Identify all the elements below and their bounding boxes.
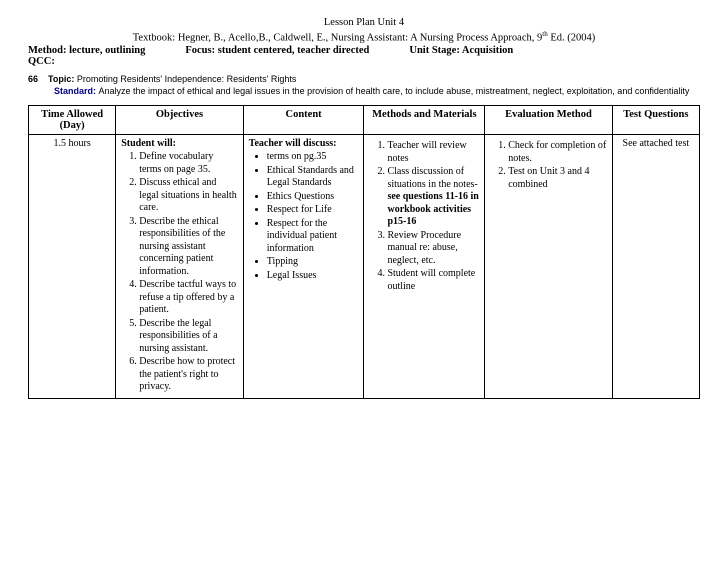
col-evaluation: Evaluation Method <box>485 106 612 135</box>
col-methods: Methods and Materials <box>364 106 485 135</box>
list-item: Describe tactful ways to refuse a tip of… <box>139 279 237 317</box>
textbook-line: Textbook: Hegner, B., Acello,B., Caldwel… <box>28 30 700 45</box>
list-item: Teacher will review notes <box>387 140 479 165</box>
col-content: Content <box>243 106 364 135</box>
col-time: Time Allowed (Day) <box>29 106 116 135</box>
qcc-label: QCC: <box>28 56 700 67</box>
list-item: Ethics Questions <box>267 191 359 204</box>
cell-methods: Teacher will review notesClass discussio… <box>364 135 485 399</box>
col-test: Test Questions <box>612 106 699 135</box>
focus-label: Focus: <box>185 45 215 56</box>
topic-text: Topic: Promoting Residents' Independence… <box>48 73 296 85</box>
topic-number: 66 <box>28 73 38 85</box>
list-item: Define vocabulary terms on page 35. <box>139 151 237 176</box>
list-item: Describe how to protect the patient's ri… <box>139 356 237 394</box>
stage-label: Unit Stage: <box>409 45 459 56</box>
topic-block: 66 Topic: Promoting Residents' Independe… <box>28 73 700 97</box>
table-row: 1.5 hours Student will: Define vocabular… <box>29 135 700 399</box>
cell-time: 1.5 hours <box>29 135 116 399</box>
method-label: Method <box>28 45 63 56</box>
cell-objectives: Student will: Define vocabulary terms on… <box>116 135 243 399</box>
list-item: Review Procedure manual re: abuse, negle… <box>387 230 479 268</box>
list-item: Test on Unit 3 and 4 combined <box>508 166 606 191</box>
list-item: Student will complete outline <box>387 268 479 293</box>
list-item: Respect for Life <box>267 204 359 217</box>
list-item: Describe the ethical responsibilities of… <box>139 216 237 279</box>
list-item: Tipping <box>267 256 359 269</box>
table-header-row: Time Allowed (Day) Objectives Content Me… <box>29 106 700 135</box>
list-item: Class discussion of situations in the no… <box>387 166 479 229</box>
document-header: Lesson Plan Unit 4 Textbook: Hegner, B.,… <box>28 16 700 45</box>
lesson-table: Time Allowed (Day) Objectives Content Me… <box>28 105 700 399</box>
list-item: Check for completion of notes. <box>508 140 606 165</box>
list-item: Ethical Standards and Legal Standards <box>267 165 359 190</box>
cell-content: Teacher will discuss: terms on pg.35Ethi… <box>243 135 364 399</box>
standard-text: Standard: Analyze the impact of ethical … <box>54 85 700 97</box>
list-item: Describe the legal responsibilities of a… <box>139 318 237 356</box>
list-item: Discuss ethical and legal situations in … <box>139 177 237 215</box>
col-objectives: Objectives <box>116 106 243 135</box>
cell-test: See attached test <box>612 135 699 399</box>
meta-row: Method: lecture, outlining Focus: studen… <box>28 45 700 56</box>
list-item: Legal Issues <box>267 270 359 283</box>
list-item: Respect for the individual patient infor… <box>267 218 359 256</box>
cell-evaluation: Check for completion of notes.Test on Un… <box>485 135 612 399</box>
list-item: terms on pg.35 <box>267 151 359 164</box>
lesson-title: Lesson Plan Unit 4 <box>28 16 700 30</box>
